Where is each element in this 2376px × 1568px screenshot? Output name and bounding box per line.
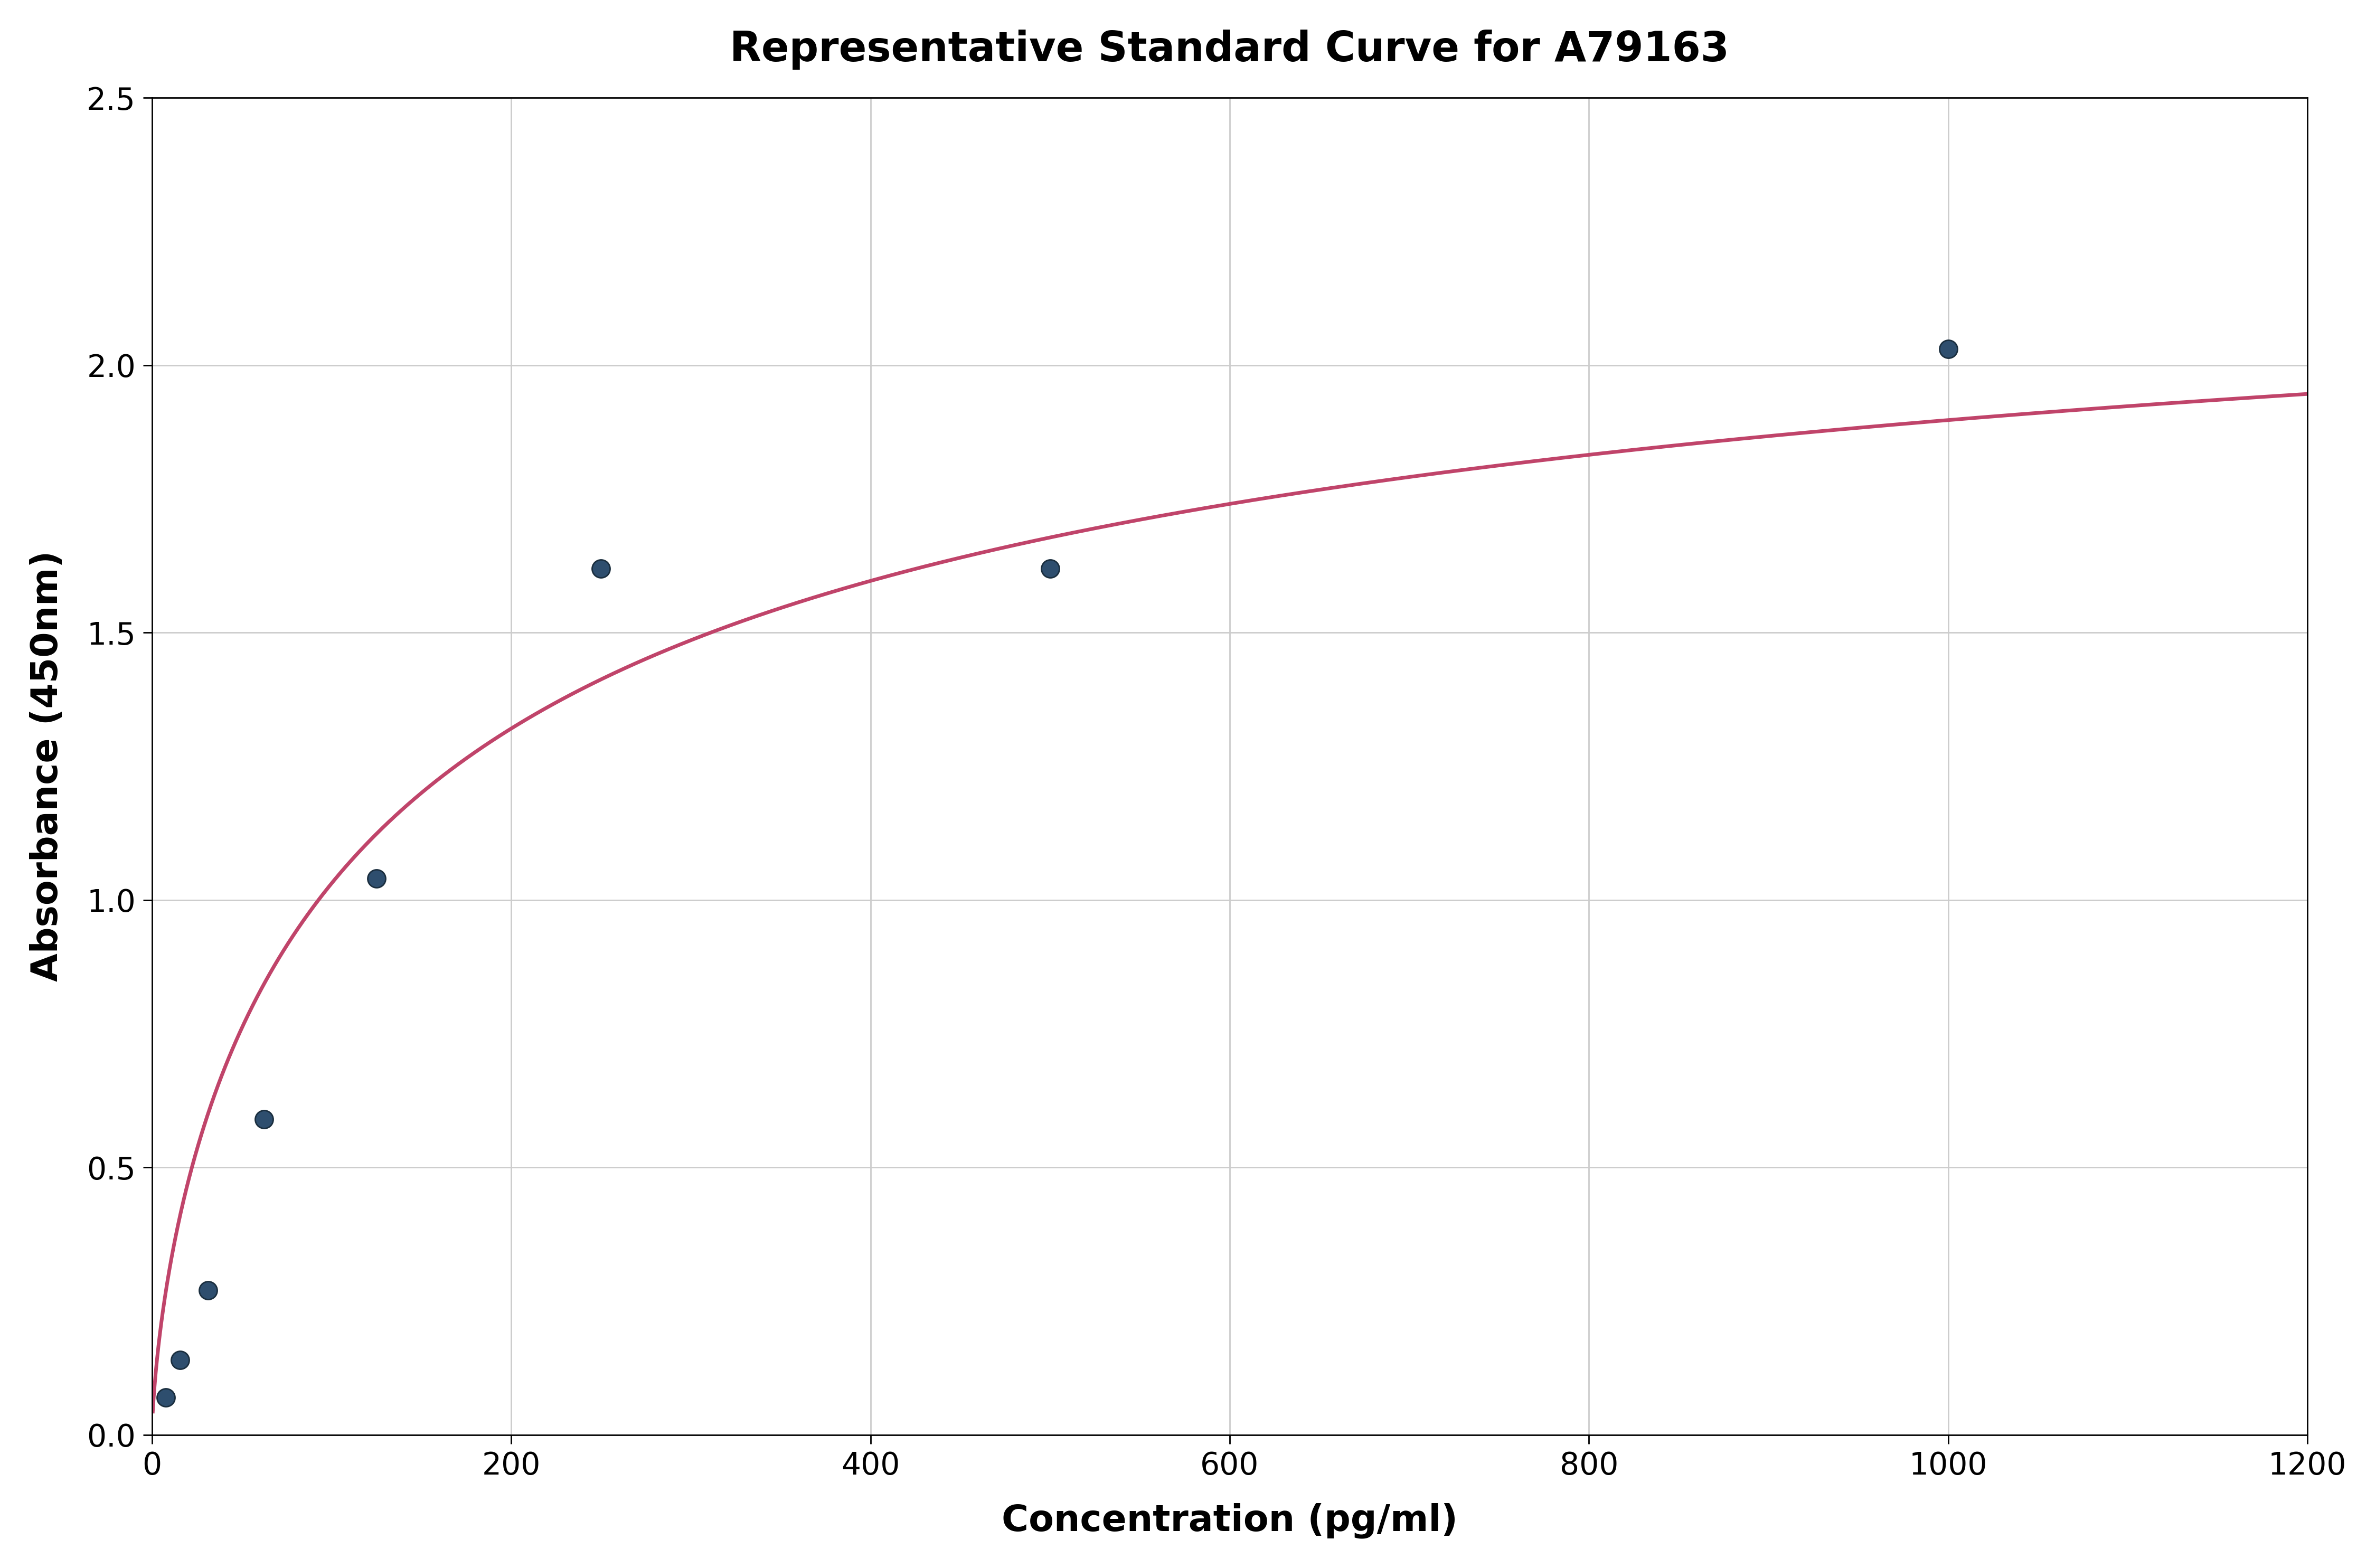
Point — [582, 555, 620, 580]
Point — [162, 1347, 200, 1372]
Point — [245, 1107, 283, 1132]
Point — [147, 1385, 185, 1410]
Y-axis label: Absorbance (450nm): Absorbance (450nm) — [29, 550, 64, 982]
Point — [1929, 337, 1967, 362]
Point — [190, 1278, 228, 1303]
Point — [356, 866, 394, 891]
X-axis label: Concentration (pg/ml): Concentration (pg/ml) — [1003, 1504, 1459, 1538]
Point — [1031, 555, 1069, 580]
Title: Representative Standard Curve for A79163: Representative Standard Curve for A79163 — [729, 30, 1730, 69]
